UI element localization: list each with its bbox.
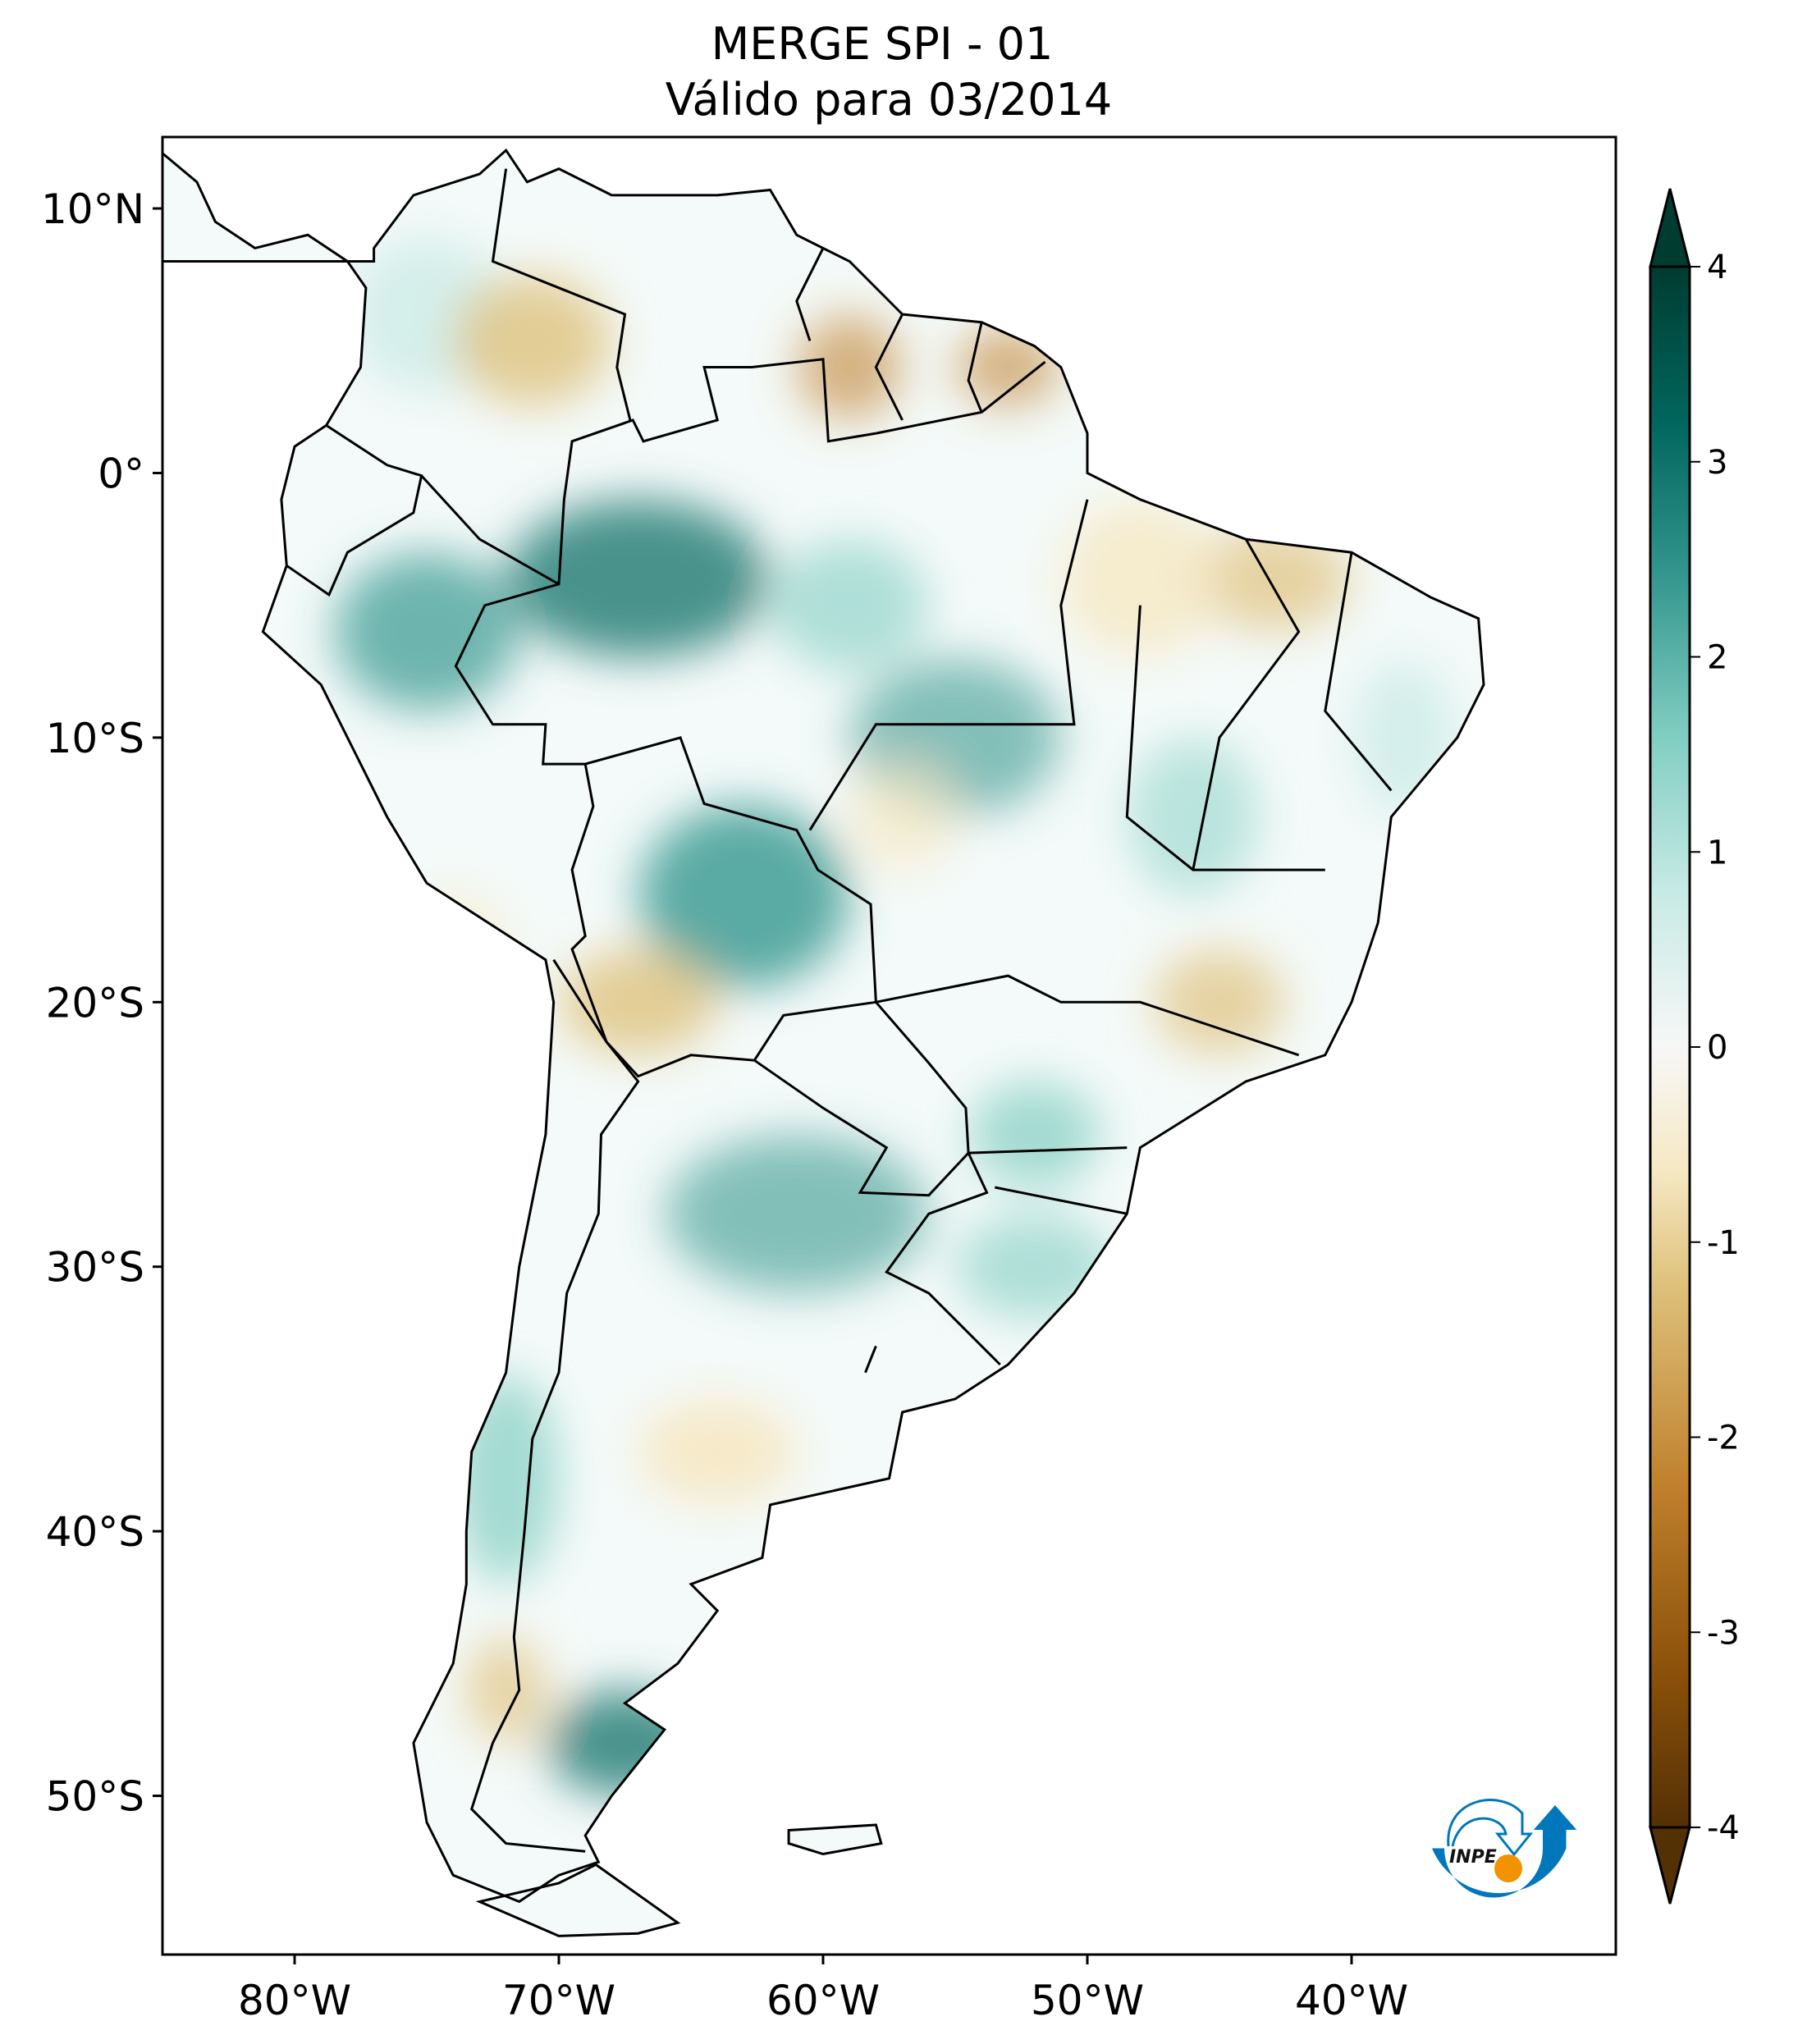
y-tick-label: 10°S xyxy=(46,715,144,762)
spi-anomaly-region xyxy=(665,1135,928,1293)
spi-anomaly-region xyxy=(1352,658,1457,816)
coastline xyxy=(787,1823,883,1856)
colorbar-tick-label: -4 xyxy=(1707,1809,1740,1847)
y-tick-label: 50°S xyxy=(46,1773,144,1821)
spi-anomaly-region xyxy=(955,327,1061,407)
map-area xyxy=(162,142,1485,1937)
colorbar-tick-label: 0 xyxy=(1707,1029,1727,1067)
y-tick-label: 20°S xyxy=(46,979,144,1027)
map-frame xyxy=(161,135,1617,1956)
coastline xyxy=(475,1863,681,1937)
colorbar: 4 3 2 1 0 -1 -2 -3 -4 xyxy=(1649,188,1740,1905)
country-border xyxy=(469,958,640,1853)
country-border xyxy=(454,358,1046,1366)
colorbar-tick-label: -3 xyxy=(1707,1614,1740,1652)
colorbar-tick-label: -2 xyxy=(1707,1420,1740,1457)
country-border xyxy=(864,1345,877,1374)
colorbar-extend-min xyxy=(1649,1826,1691,1905)
spi-anomaly-region xyxy=(1193,526,1352,632)
title-line-2: Válido para 03/2014 xyxy=(666,74,1112,126)
inpe-logo: INPE xyxy=(1432,1799,1577,1898)
y-tick-label: 0° xyxy=(98,450,144,497)
country-border xyxy=(1125,605,1325,871)
spi-anomaly-region xyxy=(335,552,519,711)
country-border xyxy=(286,424,423,597)
spi-anomaly-region xyxy=(506,500,770,658)
spi-anomaly-region xyxy=(849,764,955,870)
country-border xyxy=(967,322,983,413)
country-border xyxy=(420,474,560,586)
colorbar-tick-label: 3 xyxy=(1707,444,1727,482)
y-tick-label: 40°S xyxy=(46,1508,144,1556)
country-border xyxy=(491,168,632,421)
colorbar-tick-label: 4 xyxy=(1707,249,1727,286)
spi-anomaly-region xyxy=(638,1399,797,1505)
svg-text:INPE: INPE xyxy=(1449,1847,1497,1868)
spi-anomaly-region xyxy=(559,949,717,1055)
title-line-1: MERGE SPI - 01 xyxy=(711,18,1054,70)
colorbar-tick-label: -1 xyxy=(1707,1224,1740,1262)
spi-anomaly-region xyxy=(453,275,611,407)
spi-anomaly-region xyxy=(771,539,929,671)
country-borders xyxy=(162,148,1485,1937)
x-tick-label: 70°W xyxy=(502,1977,615,2024)
y-tick-label: 30°S xyxy=(46,1244,144,1292)
colorbar-extend-max xyxy=(1649,188,1691,268)
x-tick-label: 40°W xyxy=(1295,1977,1408,2024)
spi-anomaly-region xyxy=(955,1214,1114,1319)
spi-anomaly-region xyxy=(466,1637,546,1743)
country-border xyxy=(876,974,1300,1057)
country-border xyxy=(874,313,904,421)
spi-anomaly-region xyxy=(797,314,903,420)
country-border xyxy=(1192,538,1301,871)
coastline xyxy=(162,148,1485,1904)
y-tick-label: 10°N xyxy=(41,185,144,233)
x-tick-label: 80°W xyxy=(238,1977,351,2024)
land-fill xyxy=(162,142,1484,1937)
country-border xyxy=(995,1186,1128,1215)
spi-anomaly-region xyxy=(968,1081,1100,1187)
country-border xyxy=(808,499,1089,831)
spi-anomaly-region xyxy=(1127,738,1259,896)
spi-anomaly-region xyxy=(1061,500,1219,658)
country-border xyxy=(795,247,825,341)
country-border xyxy=(968,1146,1128,1155)
y-axis-ticks: 10°N 0° 10°S 20°S 30°S 40°S 50°S xyxy=(41,185,162,1821)
spi-anomaly-region xyxy=(1154,949,1285,1055)
colorbar-tick-label: 1 xyxy=(1707,834,1727,871)
colorbar-tick-label: 2 xyxy=(1707,639,1727,677)
spi-anomaly-region xyxy=(638,804,849,989)
spi-anomaly-region xyxy=(400,896,506,1002)
x-axis-ticks: 80°W 70°W 60°W 50°W 40°W xyxy=(238,1955,1408,2024)
x-tick-label: 60°W xyxy=(766,1977,880,2024)
country-border xyxy=(1324,551,1393,792)
x-tick-label: 50°W xyxy=(1031,1977,1144,2024)
colorbar-bar xyxy=(1649,265,1691,1829)
country-border xyxy=(753,1059,970,1197)
